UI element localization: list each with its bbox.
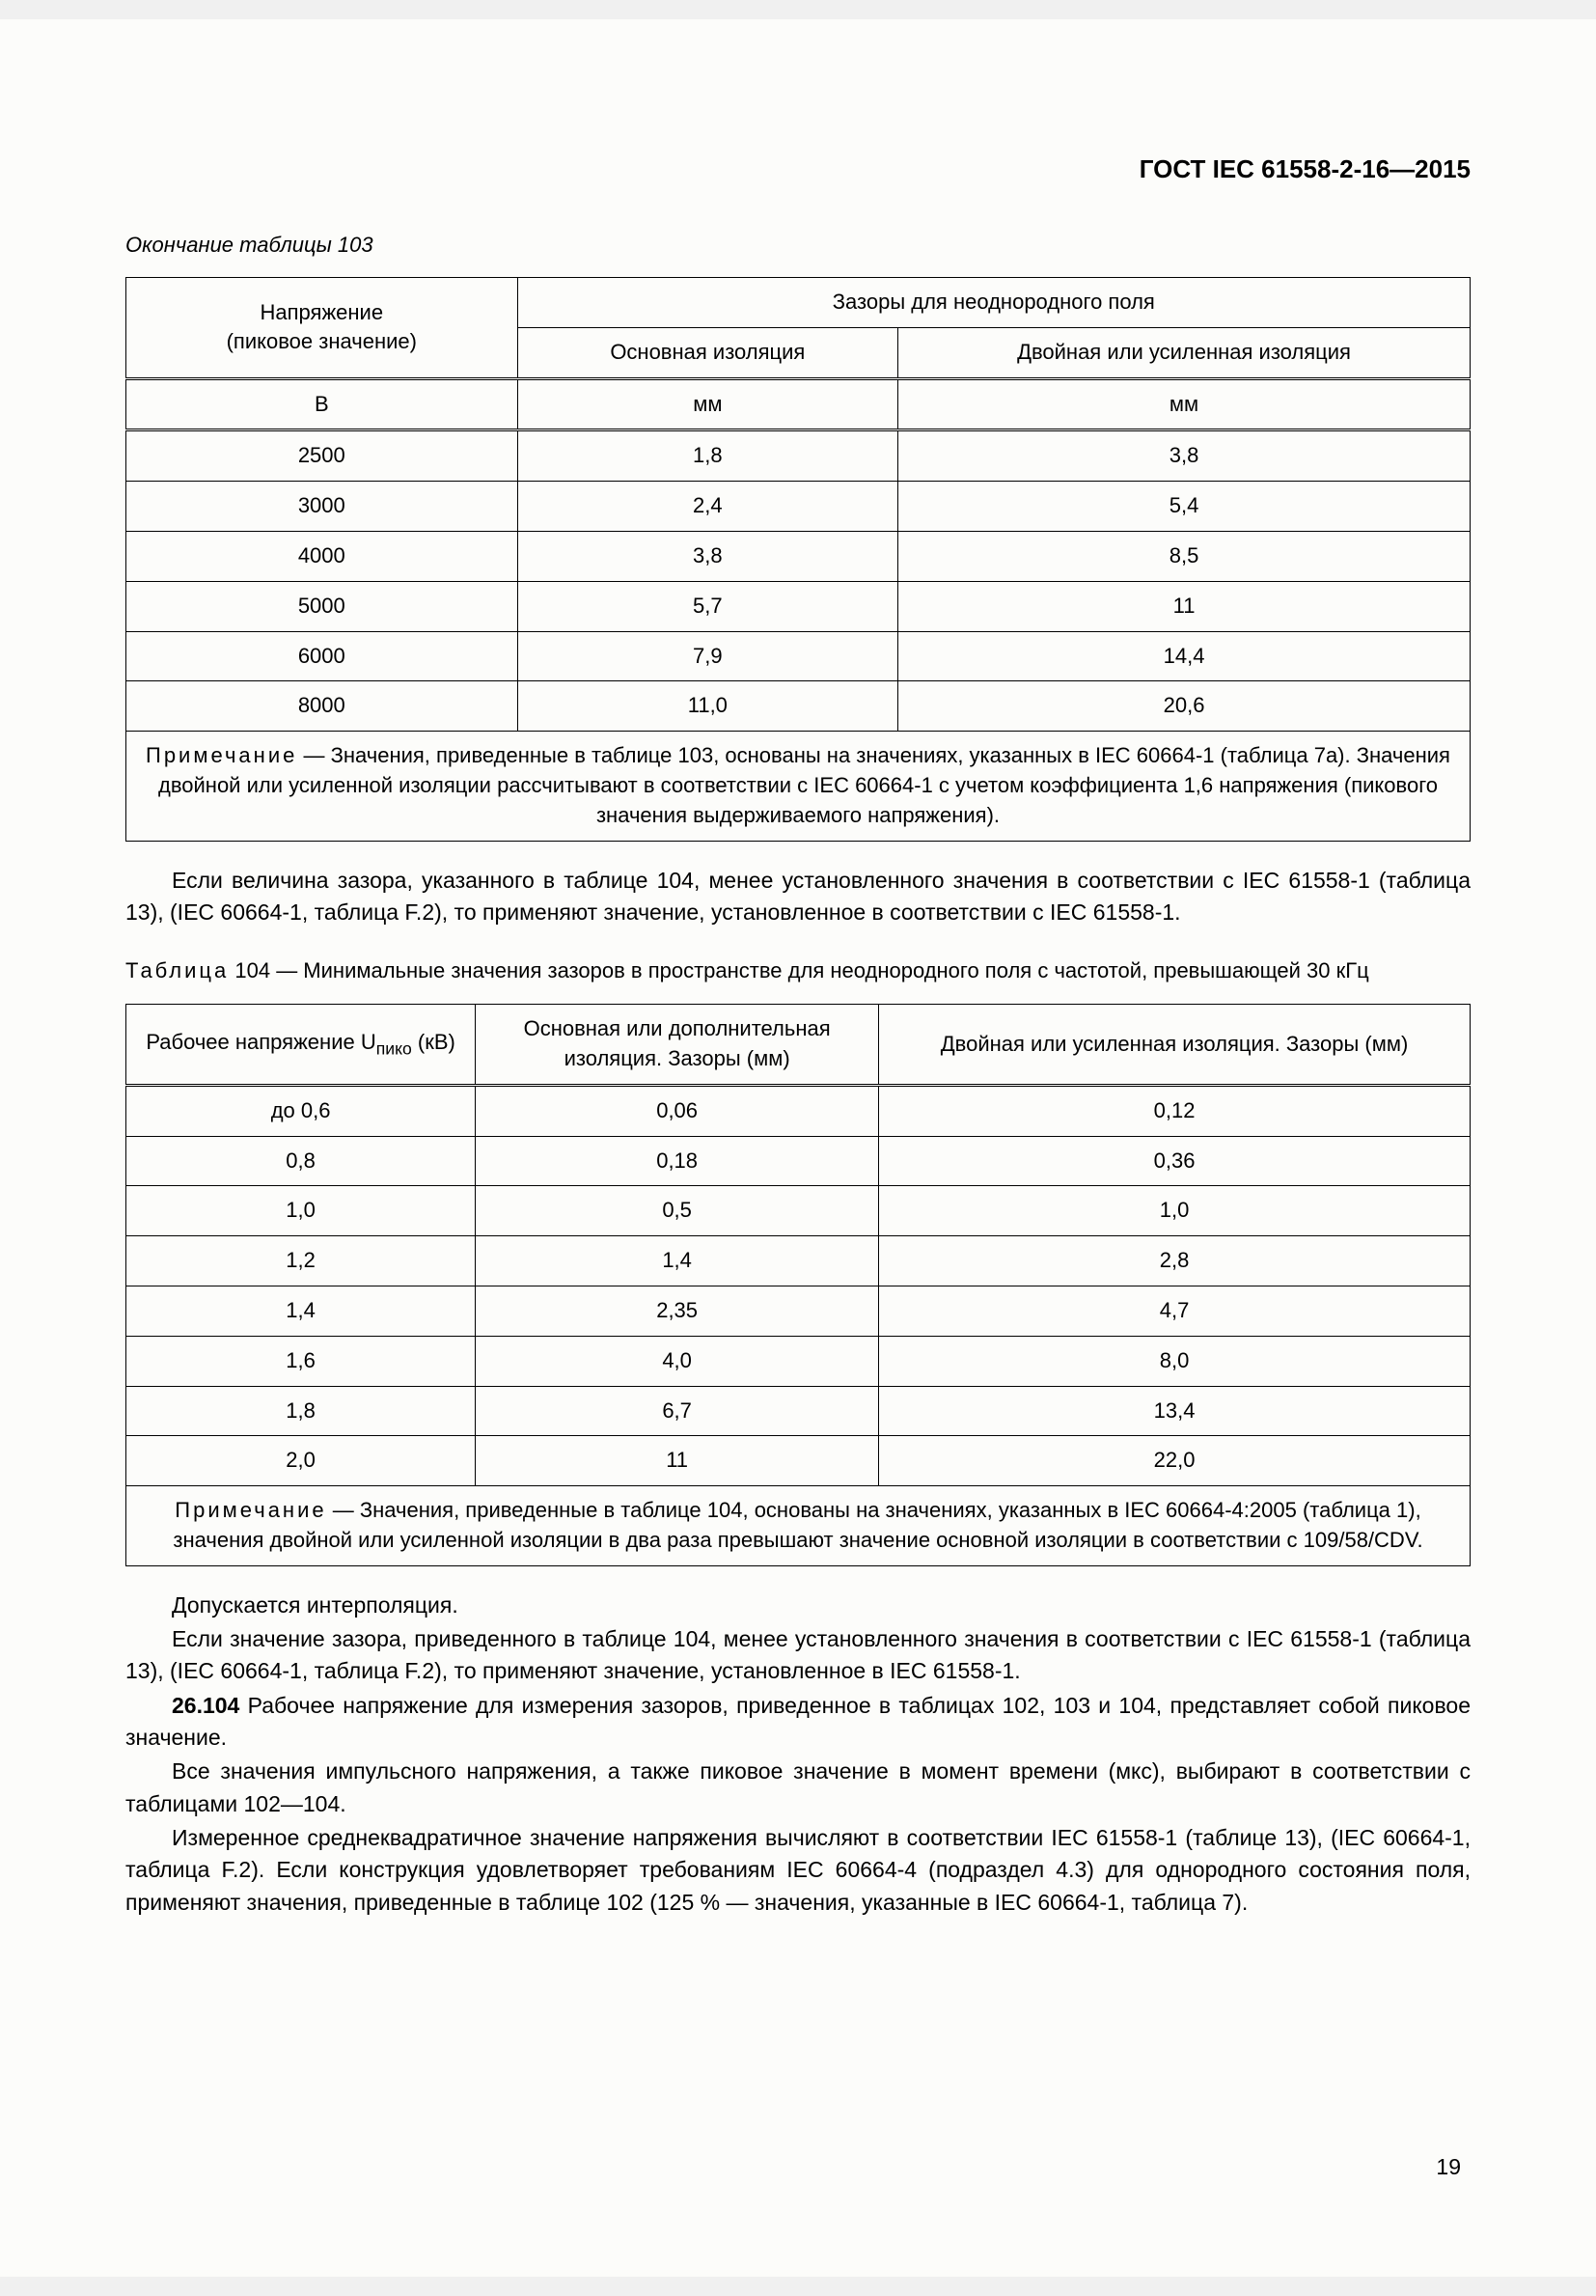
para-tail-5: Измеренное среднеквадратичное значение н… — [125, 1822, 1471, 1919]
table-row: 5000 5,7 11 — [126, 581, 1471, 631]
cell: 11,0 — [517, 681, 897, 732]
cell: 11 — [898, 581, 1471, 631]
table-row: 1,4 2,35 4,7 — [126, 1286, 1471, 1336]
document-code: ГОСТ IEC 61558-2-16—2015 — [125, 154, 1471, 184]
table-row: 1,8 6,7 13,4 — [126, 1386, 1471, 1436]
t103-note-text: — Значения, приведенные в таблице 103, о… — [158, 743, 1450, 827]
table-row: до 0,6 0,06 0,12 — [126, 1085, 1471, 1136]
document-page: ГОСТ IEC 61558-2-16—2015 Окончание табли… — [0, 19, 1596, 2277]
cell: 5,4 — [898, 482, 1471, 532]
t103-head-reinforced: Двойная или усиленная изоляция — [898, 327, 1471, 378]
t104-note-text: — Значения, приведенные в таблице 104, о… — [173, 1498, 1422, 1552]
t103-head-basic: Основная изоляция — [517, 327, 897, 378]
cell: 13,4 — [879, 1386, 1471, 1436]
t104-head-basic: Основная или дополнительная изоляция. За… — [476, 1005, 879, 1086]
table-row: 1,6 4,0 8,0 — [126, 1336, 1471, 1386]
table-row: 8000 11,0 20,6 — [126, 681, 1471, 732]
t104-h1-post: (кВ) — [412, 1030, 455, 1054]
table-row: 1,2 1,4 2,8 — [126, 1236, 1471, 1286]
cell: 6000 — [126, 631, 518, 681]
table-104-caption-rest: 104 — Минимальные значения зазоров в про… — [229, 958, 1369, 982]
cell: 1,6 — [126, 1336, 476, 1386]
t104-note-row: Примечание — Значения, приведенные в таб… — [126, 1486, 1471, 1566]
cell: 2,4 — [517, 482, 897, 532]
cell: 4000 — [126, 531, 518, 581]
table-row: 1,0 0,5 1,0 — [126, 1186, 1471, 1236]
cell: 3,8 — [517, 531, 897, 581]
cell: 1,0 — [126, 1186, 476, 1236]
cell: 6,7 — [476, 1386, 879, 1436]
t103-note-row: Примечание — Значения, приведенные в таб… — [126, 732, 1471, 841]
table-103-continuation-caption: Окончание таблицы 103 — [125, 233, 1471, 258]
cell: 1,0 — [879, 1186, 1471, 1236]
t103-unit-mm-1: мм — [517, 378, 897, 430]
t104-head-voltage: Рабочее напряжение Uпико (кВ) — [126, 1005, 476, 1086]
page-number: 19 — [1436, 2154, 1461, 2180]
note-label: Примечание — [146, 743, 297, 767]
cell: до 0,6 — [126, 1085, 476, 1136]
cell: 3000 — [126, 482, 518, 532]
cell: 0,36 — [879, 1136, 1471, 1186]
cell: 2,35 — [476, 1286, 879, 1336]
table-104: Рабочее напряжение Uпико (кВ) Основная и… — [125, 1004, 1471, 1566]
table-103: Напряжение (пиковое значение) Зазоры для… — [125, 277, 1471, 842]
clause-number: 26.104 — [172, 1693, 239, 1718]
t103-unit-v: В — [126, 378, 518, 430]
cell: 0,06 — [476, 1085, 879, 1136]
cell: 8,5 — [898, 531, 1471, 581]
table-row: 2500 1,8 3,8 — [126, 430, 1471, 482]
cell: 0,8 — [126, 1136, 476, 1186]
cell: 0,5 — [476, 1186, 879, 1236]
cell: 1,4 — [476, 1236, 879, 1286]
t103-head-voltage-l1: Напряжение — [261, 300, 384, 324]
cell: 11 — [476, 1436, 879, 1486]
t104-head-reinforced: Двойная или усиленная изоляция. Зазоры (… — [879, 1005, 1471, 1086]
cell: 8000 — [126, 681, 518, 732]
cell: 0,12 — [879, 1085, 1471, 1136]
cell: 1,8 — [126, 1386, 476, 1436]
cell: 2500 — [126, 430, 518, 482]
table-row: 2,0 11 22,0 — [126, 1436, 1471, 1486]
cell: 1,8 — [517, 430, 897, 482]
para-tail-4: Все значения импульсного напряжения, а т… — [125, 1756, 1471, 1820]
t103-head-voltage: Напряжение (пиковое значение) — [126, 278, 518, 379]
para-tail-1: Допускается интерполяция. — [125, 1590, 1471, 1621]
table-row: 3000 2,4 5,4 — [126, 482, 1471, 532]
cell: 0,18 — [476, 1136, 879, 1186]
cell: 5,7 — [517, 581, 897, 631]
table-row: 0,8 0,18 0,36 — [126, 1136, 1471, 1186]
t103-unit-mm-2: мм — [898, 378, 1471, 430]
para-after-103: Если величина зазора, указанного в табли… — [125, 865, 1471, 929]
cell: 2,8 — [879, 1236, 1471, 1286]
para-tail-3: 26.104 Рабочее напряжение для измерения … — [125, 1690, 1471, 1755]
cell: 5000 — [126, 581, 518, 631]
cell: 4,7 — [879, 1286, 1471, 1336]
cell: 22,0 — [879, 1436, 1471, 1486]
t104-h1-pre: Рабочее напряжение U — [146, 1030, 375, 1054]
cell: 4,0 — [476, 1336, 879, 1386]
cell: 8,0 — [879, 1336, 1471, 1386]
para-tail-3-rest: Рабочее напряжение для измерения зазоров… — [125, 1693, 1471, 1750]
table-row: 6000 7,9 14,4 — [126, 631, 1471, 681]
cell: 7,9 — [517, 631, 897, 681]
para-tail-2: Если значение зазора, приведенного в таб… — [125, 1623, 1471, 1688]
cell: 20,6 — [898, 681, 1471, 732]
cell: 2,0 — [126, 1436, 476, 1486]
cell: 14,4 — [898, 631, 1471, 681]
table-row: 4000 3,8 8,5 — [126, 531, 1471, 581]
cell: 1,4 — [126, 1286, 476, 1336]
t103-head-voltage-l2: (пиковое значение) — [227, 329, 417, 353]
note-label: Примечание — [175, 1498, 326, 1522]
table-104-caption: Таблица 104 — Минимальные значения зазор… — [125, 955, 1471, 986]
table-104-caption-label: Таблица — [125, 958, 229, 982]
cell: 3,8 — [898, 430, 1471, 482]
t104-h1-sub: пико — [376, 1038, 412, 1058]
cell: 1,2 — [126, 1236, 476, 1286]
t103-head-clearances: Зазоры для неоднородного поля — [517, 278, 1470, 328]
